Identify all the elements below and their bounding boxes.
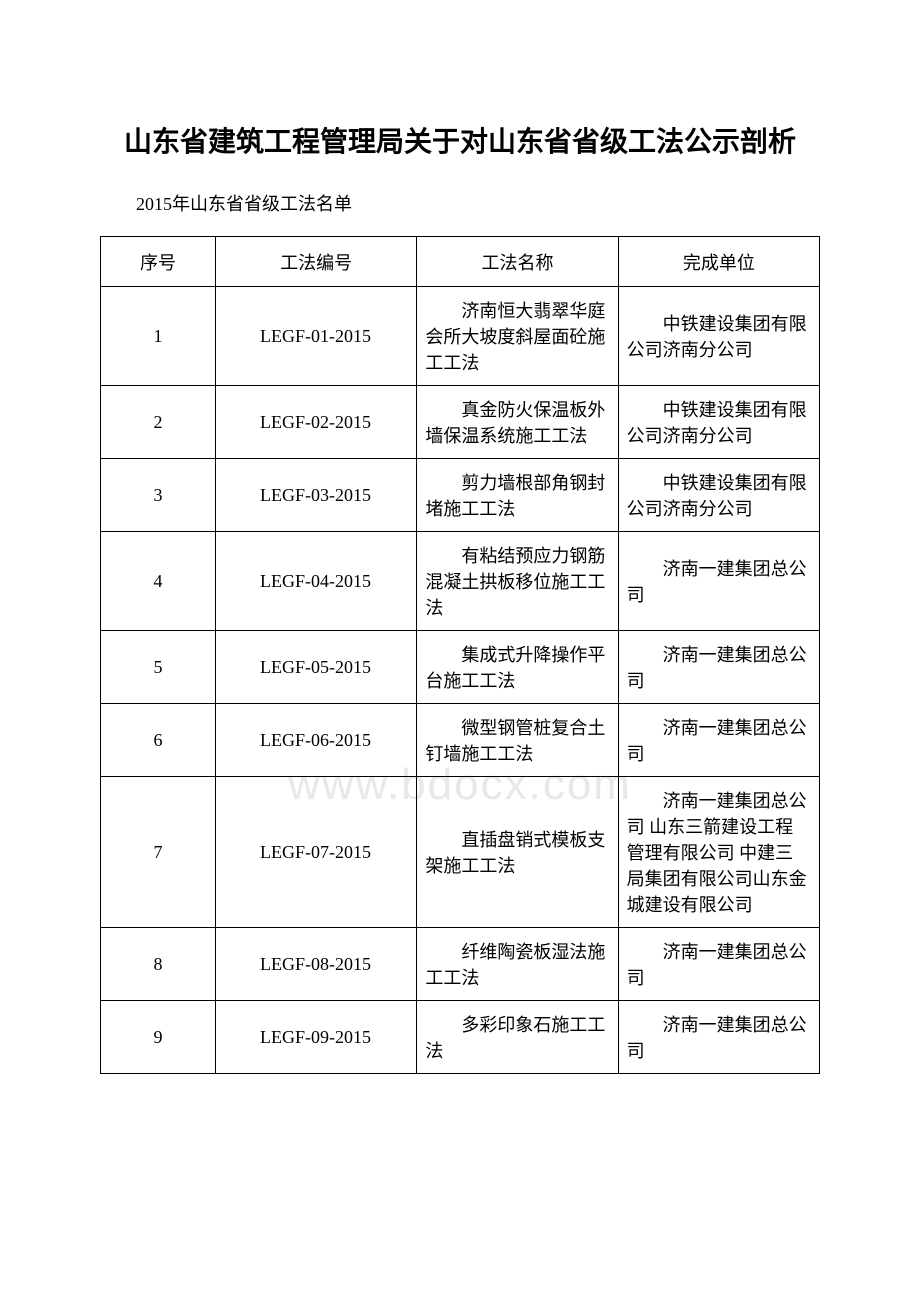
cell-seq: 7 xyxy=(101,777,216,928)
header-seq: 序号 xyxy=(101,237,216,287)
cell-code: LEGF-06-2015 xyxy=(216,704,417,777)
cell-code: LEGF-09-2015 xyxy=(216,1001,417,1074)
table-row: 7 LEGF-07-2015 直插盘销式模板支架施工工法 济南一建集团总公司 山… xyxy=(101,777,820,928)
header-name: 工法名称 xyxy=(417,237,618,287)
cell-unit: 中铁建设集团有限公司济南分公司 xyxy=(618,386,819,459)
cell-name: 微型钢管桩复合土钉墙施工工法 xyxy=(417,704,618,777)
table-row: 9 LEGF-09-2015 多彩印象石施工工法 济南一建集团总公司 xyxy=(101,1001,820,1074)
cell-name: 剪力墙根部角钢封堵施工工法 xyxy=(417,459,618,532)
cell-name: 集成式升降操作平台施工工法 xyxy=(417,631,618,704)
cell-seq: 5 xyxy=(101,631,216,704)
header-code: 工法编号 xyxy=(216,237,417,287)
cell-name: 济南恒大翡翠华庭会所大坡度斜屋面砼施工工法 xyxy=(417,287,618,386)
cell-name: 真金防火保温板外墙保温系统施工工法 xyxy=(417,386,618,459)
document-subtitle: 2015年山东省省级工法名单 xyxy=(100,190,820,216)
table-row: 1 LEGF-01-2015 济南恒大翡翠华庭会所大坡度斜屋面砼施工工法 中铁建… xyxy=(101,287,820,386)
cell-name: 有粘结预应力钢筋混凝土拱板移位施工工法 xyxy=(417,532,618,631)
cell-seq: 6 xyxy=(101,704,216,777)
cell-unit: 济南一建集团总公司 xyxy=(618,928,819,1001)
methods-table: 序号 工法编号 工法名称 完成单位 1 LEGF-01-2015 济南恒大翡翠华… xyxy=(100,236,820,1074)
cell-unit: 济南一建集团总公司 山东三箭建设工程管理有限公司 中建三局集团有限公司山东金城建… xyxy=(618,777,819,928)
cell-seq: 9 xyxy=(101,1001,216,1074)
cell-seq: 2 xyxy=(101,386,216,459)
cell-name: 多彩印象石施工工法 xyxy=(417,1001,618,1074)
cell-seq: 4 xyxy=(101,532,216,631)
cell-code: LEGF-01-2015 xyxy=(216,287,417,386)
cell-name: 纤维陶瓷板湿法施工工法 xyxy=(417,928,618,1001)
cell-code: LEGF-05-2015 xyxy=(216,631,417,704)
table-row: 8 LEGF-08-2015 纤维陶瓷板湿法施工工法 济南一建集团总公司 xyxy=(101,928,820,1001)
cell-code: LEGF-04-2015 xyxy=(216,532,417,631)
table-row: 2 LEGF-02-2015 真金防火保温板外墙保温系统施工工法 中铁建设集团有… xyxy=(101,386,820,459)
cell-seq: 1 xyxy=(101,287,216,386)
table-row: 5 LEGF-05-2015 集成式升降操作平台施工工法 济南一建集团总公司 xyxy=(101,631,820,704)
cell-unit: 济南一建集团总公司 xyxy=(618,532,819,631)
cell-unit: 中铁建设集团有限公司济南分公司 xyxy=(618,287,819,386)
cell-code: LEGF-08-2015 xyxy=(216,928,417,1001)
cell-code: LEGF-02-2015 xyxy=(216,386,417,459)
table-row: 3 LEGF-03-2015 剪力墙根部角钢封堵施工工法 中铁建设集团有限公司济… xyxy=(101,459,820,532)
document-title: 山东省建筑工程管理局关于对山东省省级工法公示剖析 xyxy=(100,120,820,160)
document-container: 山东省建筑工程管理局关于对山东省省级工法公示剖析 2015年山东省省级工法名单 … xyxy=(100,120,820,1074)
cell-seq: 3 xyxy=(101,459,216,532)
header-unit: 完成单位 xyxy=(618,237,819,287)
cell-unit: 济南一建集团总公司 xyxy=(618,1001,819,1074)
cell-seq: 8 xyxy=(101,928,216,1001)
cell-code: LEGF-07-2015 xyxy=(216,777,417,928)
cell-unit: 济南一建集团总公司 xyxy=(618,704,819,777)
table-row: 6 LEGF-06-2015 微型钢管桩复合土钉墙施工工法 济南一建集团总公司 xyxy=(101,704,820,777)
cell-unit: 中铁建设集团有限公司济南分公司 xyxy=(618,459,819,532)
cell-code: LEGF-03-2015 xyxy=(216,459,417,532)
table-header-row: 序号 工法编号 工法名称 完成单位 xyxy=(101,237,820,287)
table-row: 4 LEGF-04-2015 有粘结预应力钢筋混凝土拱板移位施工工法 济南一建集… xyxy=(101,532,820,631)
cell-name: 直插盘销式模板支架施工工法 xyxy=(417,777,618,928)
cell-unit: 济南一建集团总公司 xyxy=(618,631,819,704)
